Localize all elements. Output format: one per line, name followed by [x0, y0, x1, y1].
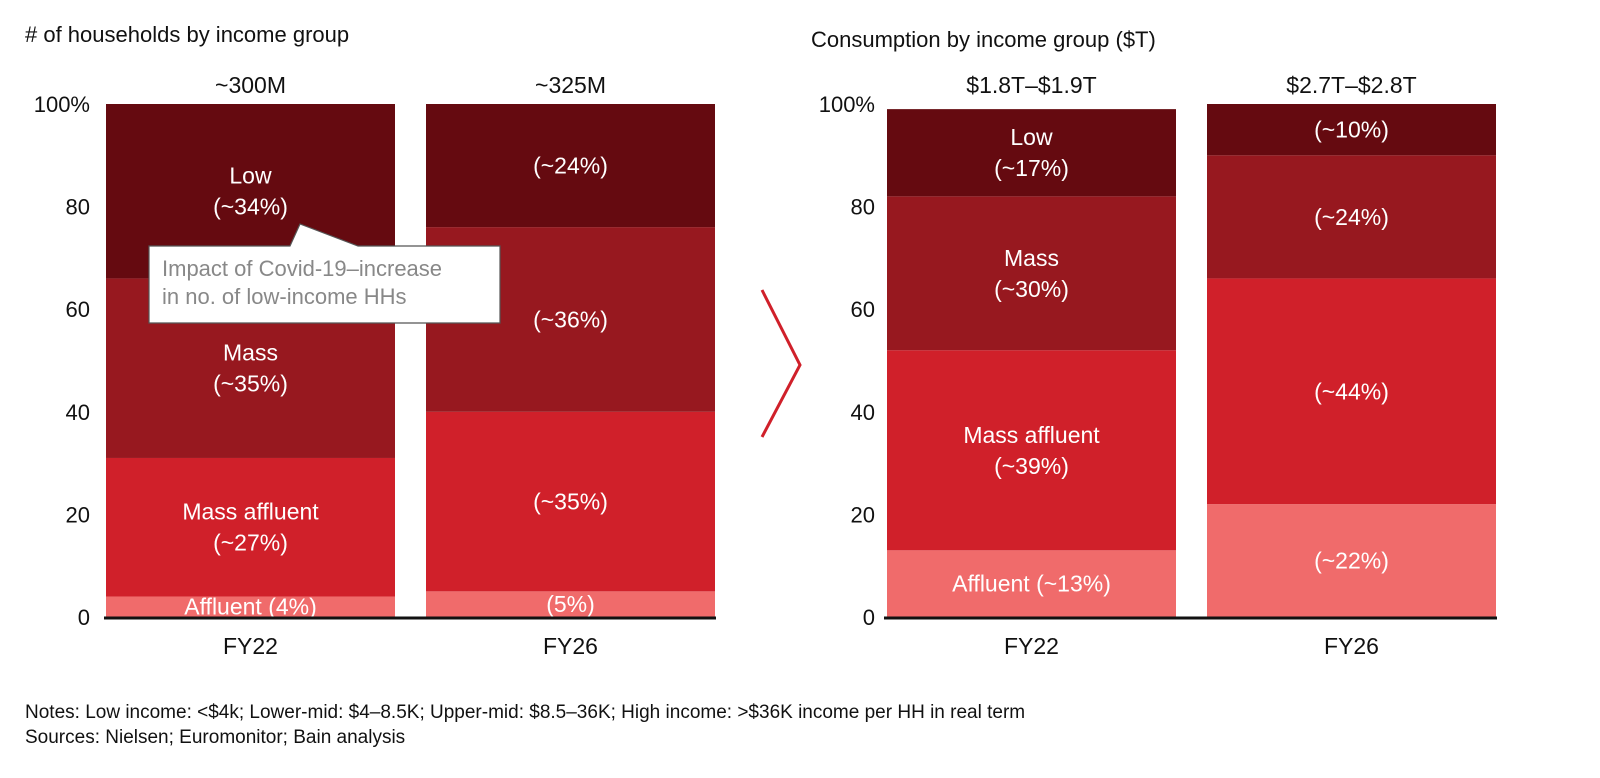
bar-total-label: $2.7T–$2.8T	[1286, 72, 1416, 98]
data-label-affluent: (~22%)	[1314, 548, 1389, 574]
consumption-chart: Consumption by income group ($T) 0 20 40 60 8…	[811, 27, 1497, 659]
bar-segment-affluent	[426, 591, 715, 617]
bar-segment-mass-affluent	[1207, 278, 1496, 505]
y-tick-label: 100%	[34, 92, 90, 117]
y-tick-label: 40	[66, 400, 90, 425]
data-label-mass-affluent: (~35%)	[533, 489, 608, 515]
data-label-mass: Mass (~30%)	[994, 245, 1069, 302]
bar-segment-mass-affluent	[426, 411, 715, 592]
data-label-low: (~24%)	[533, 153, 608, 179]
callout-text: Impact of Covid-19–increase	[162, 256, 442, 281]
bar-segment-low	[887, 109, 1176, 197]
bar-segment-affluent	[1207, 504, 1496, 617]
covid-callout: Impact of Covid-19–increase in no. of low…	[148, 223, 501, 324]
data-label-mass-affluent: (~44%)	[1314, 378, 1389, 404]
data-label-affluent: (5%)	[546, 591, 595, 617]
data-label-low: (~10%)	[1314, 117, 1389, 143]
y-tick-label: 20	[66, 502, 90, 527]
y-tick-label: 100%	[819, 92, 875, 117]
bar-segment-mass	[887, 196, 1176, 351]
bar-segment-affluent	[887, 550, 1176, 617]
data-label-low: Low (~17%)	[994, 124, 1069, 181]
notes-line: Notes: Low income: <$4k; Lower-mid: $4–8…	[25, 702, 1026, 723]
y-tick-label: 40	[851, 400, 875, 425]
data-label-affluent: Affluent (4%)	[184, 594, 317, 620]
data-label-affluent: Affluent (~13%)	[952, 571, 1111, 597]
y-tick-label: 60	[851, 297, 875, 322]
bar-total-label: $1.8T–$1.9T	[966, 72, 1096, 98]
data-label-mass: (~36%)	[533, 306, 608, 332]
bar-segment-mass	[1207, 155, 1496, 279]
y-tick-label: 20	[851, 502, 875, 527]
bar-segment-affluent	[106, 596, 395, 617]
bar-segment-low	[426, 104, 715, 228]
bar-segment-mass-affluent	[106, 457, 395, 597]
y-tick-label: 0	[78, 605, 90, 630]
x-tick-label: FY26	[543, 633, 598, 659]
bar-total-label: ~300M	[215, 72, 286, 98]
data-label-mass-affluent: Mass affluent (~39%)	[963, 422, 1100, 479]
y-tick-label: 80	[851, 195, 875, 220]
x-tick-label: FY22	[1004, 633, 1059, 659]
data-label-low: Low (~34%)	[213, 163, 288, 220]
y-tick-label: 60	[66, 297, 90, 322]
households-chart: # of households by income group 0 20 40 60 80…	[25, 22, 716, 659]
chart-title: Consumption by income group ($T)	[811, 27, 1156, 52]
callout-text: in no. of low-income HHs	[162, 284, 407, 309]
y-tick-label: 0	[863, 605, 875, 630]
x-tick-label: FY26	[1324, 633, 1379, 659]
callout-box	[148, 223, 501, 324]
chevron-arrow-icon	[760, 289, 802, 438]
x-tick-label: FY22	[223, 633, 278, 659]
data-label-mass-affluent: Mass affluent (~27%)	[182, 499, 319, 556]
chart-title: # of households by income group	[25, 22, 349, 47]
y-tick-label: 80	[66, 195, 90, 220]
bar-segment-low	[1207, 104, 1496, 156]
bar-segment-mass-affluent	[887, 350, 1176, 551]
data-label-mass: Mass (~35%)	[213, 340, 288, 397]
bar-total-label: ~325M	[535, 72, 606, 98]
sources-line: Sources: Nielsen; Euromonitor; Bain anal…	[25, 727, 406, 748]
data-label-mass: (~24%)	[1314, 204, 1389, 230]
